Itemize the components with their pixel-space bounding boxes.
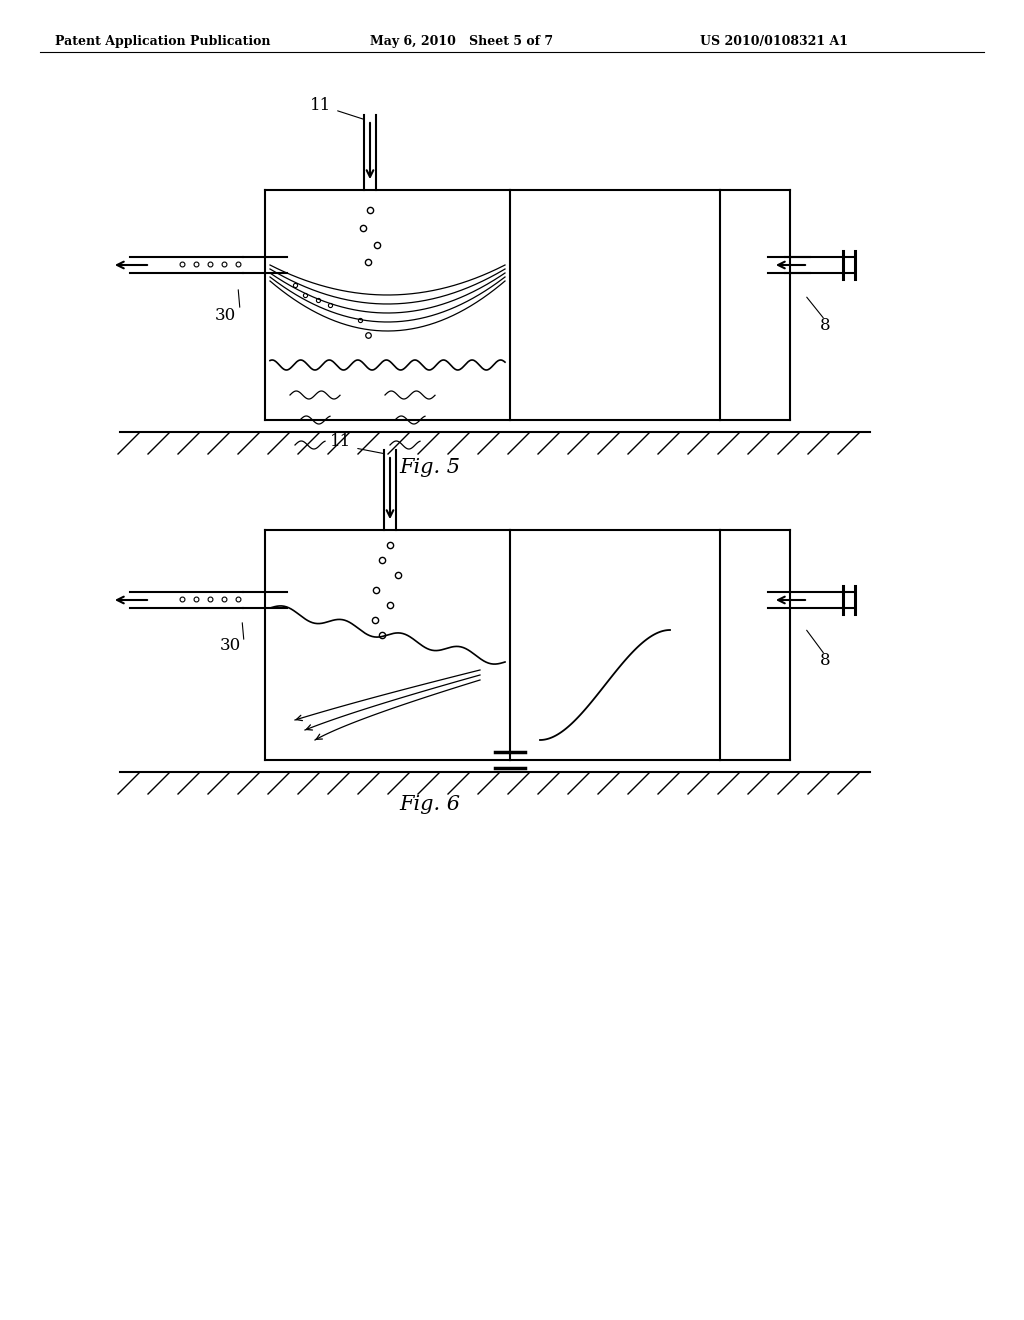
Text: 11: 11 — [330, 433, 351, 450]
Text: 30: 30 — [215, 308, 237, 323]
Text: Patent Application Publication: Patent Application Publication — [55, 36, 270, 48]
Text: May 6, 2010   Sheet 5 of 7: May 6, 2010 Sheet 5 of 7 — [370, 36, 553, 48]
Text: Fig. 5: Fig. 5 — [399, 458, 461, 477]
Text: US 2010/0108321 A1: US 2010/0108321 A1 — [700, 36, 848, 48]
Text: 8: 8 — [820, 652, 830, 669]
Text: 11: 11 — [310, 96, 331, 114]
Text: 8: 8 — [820, 317, 830, 334]
Text: Fig. 6: Fig. 6 — [399, 795, 461, 814]
Text: 30: 30 — [220, 638, 242, 653]
